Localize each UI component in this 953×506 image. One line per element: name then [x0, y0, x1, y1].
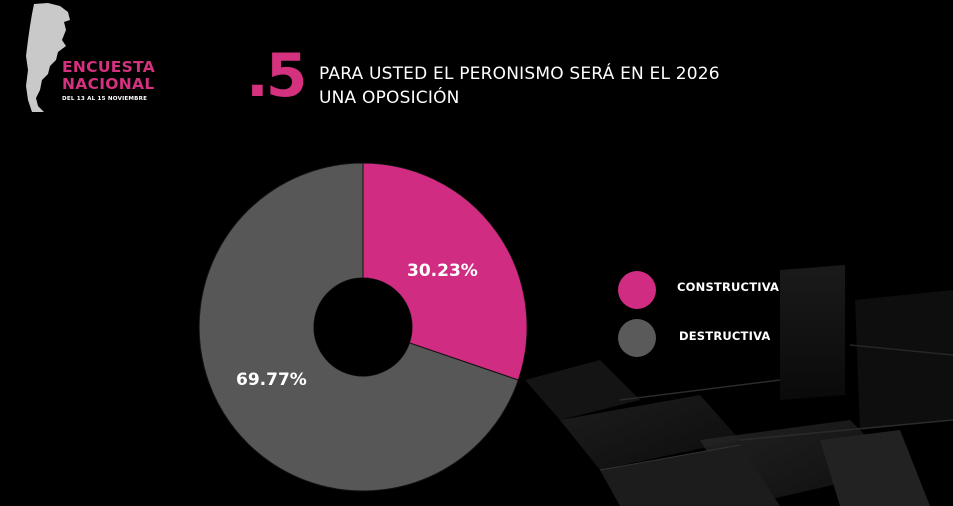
logo-line-1: ENCUESTA — [62, 58, 156, 76]
label-constructiva: 30.23% — [407, 261, 478, 281]
question-line-1: PARA USTED EL PERONISMO SERÁ EN EL 2026 — [319, 64, 720, 84]
logo-dates: DEL 13 AL 15 NOVIEMBRE — [62, 96, 148, 102]
legend-label-constructiva: CONSTRUCTIVA — [677, 280, 780, 294]
logo: ENCUESTA NACIONAL DEL 13 AL 15 NOVIEMBRE — [8, 0, 178, 115]
legend-item-destructiva — [618, 319, 656, 357]
logo-line-2: NACIONAL — [62, 75, 155, 93]
donut-hole — [314, 278, 412, 376]
label-destructiva: 69.77% — [236, 370, 307, 390]
legend-dot-pink-icon — [618, 271, 656, 309]
legend-item-constructiva — [618, 271, 656, 309]
question-number: .5 — [246, 41, 308, 111]
question-line-2: UNA OPOSICIÓN — [319, 88, 460, 108]
argentina-map-icon — [26, 3, 70, 112]
legend-label-destructiva: DESTRUCTIVA — [679, 329, 771, 343]
question-text: PARA USTED EL PERONISMO SERÁ EN EL 2026 … — [319, 62, 720, 110]
logo-title: ENCUESTA NACIONAL — [62, 59, 155, 93]
legend-dot-grey-icon — [618, 319, 656, 357]
